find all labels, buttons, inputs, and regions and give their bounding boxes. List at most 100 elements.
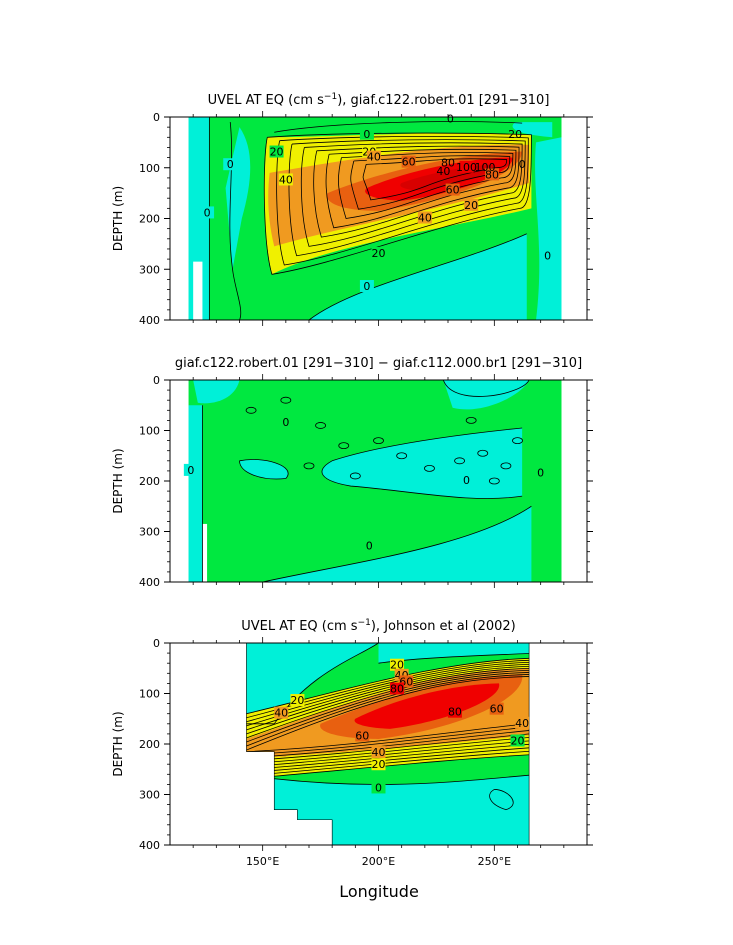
contour-line: [229, 122, 242, 321]
contour-line: [465, 416, 477, 424]
contour-line: [396, 452, 408, 460]
y-tick-label: 100: [139, 425, 160, 438]
contour-line: [300, 142, 523, 247]
contour-label: 60: [402, 156, 416, 169]
y-tick-label: 400: [139, 839, 160, 852]
contour-label: 60: [355, 729, 369, 742]
no-data-mask: [170, 117, 189, 320]
contour-label-bg: [417, 211, 432, 224]
y-tick-label: 200: [139, 213, 160, 226]
y-tick-label: 300: [139, 526, 160, 539]
contour-label-bg: [459, 160, 474, 173]
contour-label-bg: [489, 702, 504, 715]
contour-label-bg: [355, 729, 370, 742]
panel-title: giaf.c122.robert.01 [291−310] − giaf.c11…: [175, 356, 582, 371]
contour-line: [246, 673, 530, 747]
y-tick-label: 0: [153, 111, 160, 124]
contour-label-bg: [359, 127, 374, 140]
negative-region: [262, 506, 532, 582]
contour-label: 0: [187, 464, 194, 477]
contour-label: 0: [363, 280, 370, 293]
contour-line: [325, 148, 517, 229]
contour-line: [246, 739, 530, 768]
contour-label-bg: [459, 474, 474, 486]
contour-line: [263, 132, 532, 275]
westward-flow-region: [246, 774, 530, 845]
contour-label: 20: [372, 247, 386, 260]
contour-label-bg: [362, 539, 377, 552]
land-mask: [193, 261, 203, 320]
contour-line: [477, 449, 489, 457]
contour-line: [276, 135, 529, 266]
contour-line: [246, 725, 530, 756]
negative-region: [193, 380, 240, 404]
contour-label: 80: [390, 682, 404, 695]
contour-line: [454, 457, 465, 465]
contour-line: [303, 462, 315, 470]
contour-label: 40: [274, 707, 288, 720]
y-tick-label: 400: [139, 314, 160, 327]
contour-label: 20: [464, 199, 478, 212]
contour-line: [373, 437, 384, 445]
contour-label: 20: [372, 758, 386, 771]
y-tick-label: 300: [139, 789, 160, 802]
clipped-field: [246, 643, 530, 845]
contour-label-bg: [390, 658, 405, 671]
contour-label-bg: [290, 694, 305, 707]
contour-label-bg: [371, 758, 386, 771]
contour-label-bg: [371, 247, 386, 260]
contour-label-bg: [371, 746, 386, 759]
x-tick-label: 200°E: [362, 855, 395, 868]
x-tick-label: 150°E: [246, 855, 279, 868]
contour-line: [246, 728, 530, 759]
contour-label: 40: [436, 165, 450, 178]
panel-top-model-uvel: 0204060801000204060801002040020400200000…: [111, 92, 593, 327]
contour-label: 60: [490, 703, 504, 716]
contour-label: 0: [363, 128, 370, 141]
y-tick-label: 100: [139, 162, 160, 175]
panel-title: UVEL AT EQ (cm s−1), giaf.c122.robert.01…: [208, 92, 550, 108]
contour-label: 100: [475, 161, 496, 174]
y-tick-label: 200: [139, 475, 160, 488]
y-axis-label: DEPTH (m): [111, 186, 125, 251]
contour-label-bg: [390, 682, 405, 695]
contour-label-bg: [540, 249, 555, 262]
contour-label-bg: [515, 716, 530, 729]
contour-line: [245, 406, 257, 414]
contour-label: 40: [515, 717, 529, 730]
contour-line: [239, 459, 289, 480]
y-axis-label: DEPTH (m): [111, 448, 125, 513]
contour-label: 100: [456, 161, 477, 174]
contour-line: [246, 721, 530, 753]
contour-line: [246, 750, 530, 777]
contour-line: [274, 121, 523, 133]
contour-label-bg: [485, 168, 500, 181]
contour-line: [246, 753, 530, 780]
contour-label: 0: [537, 466, 544, 479]
contour-label: 40: [418, 212, 432, 225]
contour-label-bg: [278, 415, 293, 428]
x-tick-label: 250°E: [478, 855, 511, 868]
contour-line: [246, 657, 530, 715]
contour-line: [488, 477, 500, 485]
contour-line: [246, 743, 530, 771]
contour-label: 20: [511, 734, 525, 747]
x-axis-label: Longitude: [339, 882, 419, 901]
contour-label: 0: [204, 206, 211, 219]
contour-label: 0: [463, 474, 470, 487]
contour-label-bg: [278, 173, 293, 186]
westward-flow-region: [535, 137, 562, 320]
contour-label-bg: [223, 158, 238, 171]
contour-label: 40: [367, 151, 381, 164]
contour-line: [246, 736, 530, 765]
contour-label: 0: [366, 540, 373, 553]
y-tick-label: 0: [153, 374, 160, 387]
contour-line: [338, 442, 350, 450]
contour-line: [349, 472, 361, 480]
y-tick-label: 0: [153, 637, 160, 650]
contour-label: 40: [372, 746, 386, 759]
contour-line: [262, 505, 532, 583]
y-tick-label: 400: [139, 576, 160, 589]
westward-flow-region: [246, 643, 379, 724]
